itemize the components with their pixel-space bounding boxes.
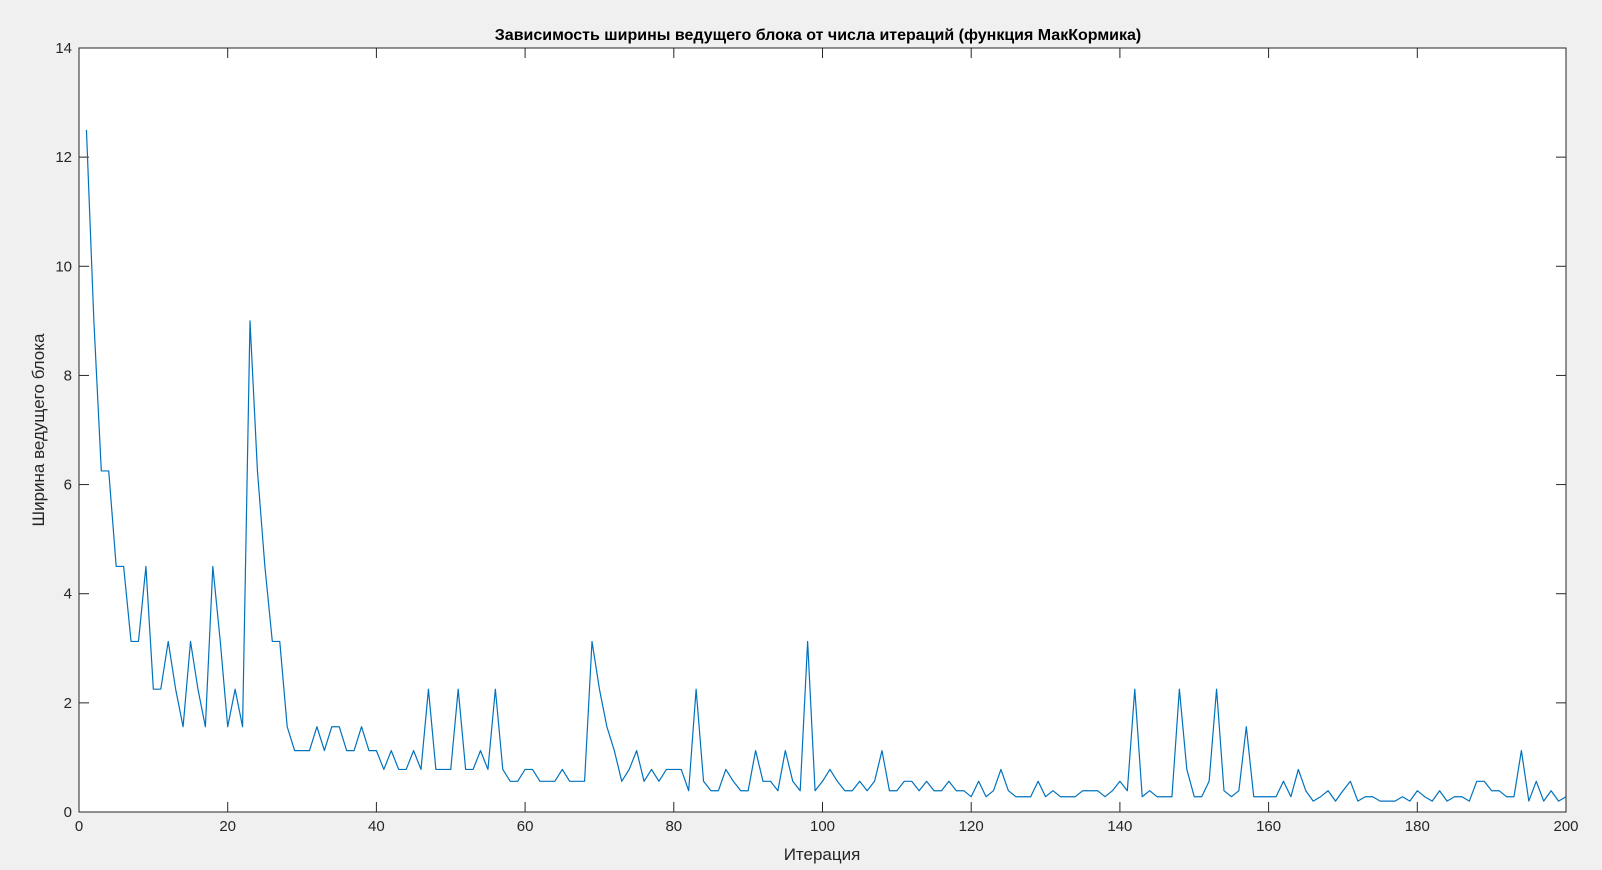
series-line	[85, 129, 1567, 802]
y-tick-label: 2	[64, 695, 72, 712]
x-tick-label: 200	[1553, 818, 1578, 835]
x-tick-label: 180	[1405, 818, 1430, 835]
chart-title: Зависимость ширины ведущего блока от чис…	[495, 27, 1141, 44]
y-tick-label: 6	[64, 477, 72, 494]
x-tick-label: 80	[665, 818, 682, 835]
y-tick-label: 14	[55, 40, 72, 57]
x-tick-label: 140	[1107, 818, 1132, 835]
y-tick-label: 12	[55, 149, 72, 166]
axis-ticks	[78, 47, 1567, 813]
x-tick-labels: 0 20 40 60 80 100 120 140 160 180 200	[75, 818, 1579, 835]
y-axis-label: Ширина ведущего блока	[29, 333, 48, 527]
x-axis-label: Итерация	[784, 845, 861, 864]
x-tick-label: 100	[810, 818, 835, 835]
y-tick-labels: 0 2 4 6 8 10 12 14	[55, 40, 72, 821]
x-tick-label: 40	[368, 818, 385, 835]
y-tick-label: 0	[64, 804, 72, 821]
x-tick-label: 120	[959, 818, 984, 835]
plot-area	[78, 47, 1567, 813]
x-tick-label: 160	[1256, 818, 1281, 835]
x-tick-label: 20	[219, 818, 236, 835]
x-tick-label: 0	[75, 818, 83, 835]
y-tick-label: 8	[64, 367, 72, 384]
y-tick-label: 10	[55, 258, 72, 275]
x-tick-label: 60	[517, 818, 534, 835]
y-tick-label: 4	[64, 586, 72, 603]
